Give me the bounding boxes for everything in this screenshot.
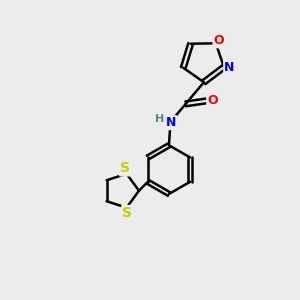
Text: O: O <box>213 34 224 47</box>
Text: N: N <box>224 61 235 74</box>
Text: N: N <box>166 116 176 129</box>
Text: H: H <box>155 113 165 124</box>
Text: O: O <box>207 94 218 107</box>
Text: S: S <box>122 206 132 220</box>
Text: S: S <box>120 161 130 176</box>
